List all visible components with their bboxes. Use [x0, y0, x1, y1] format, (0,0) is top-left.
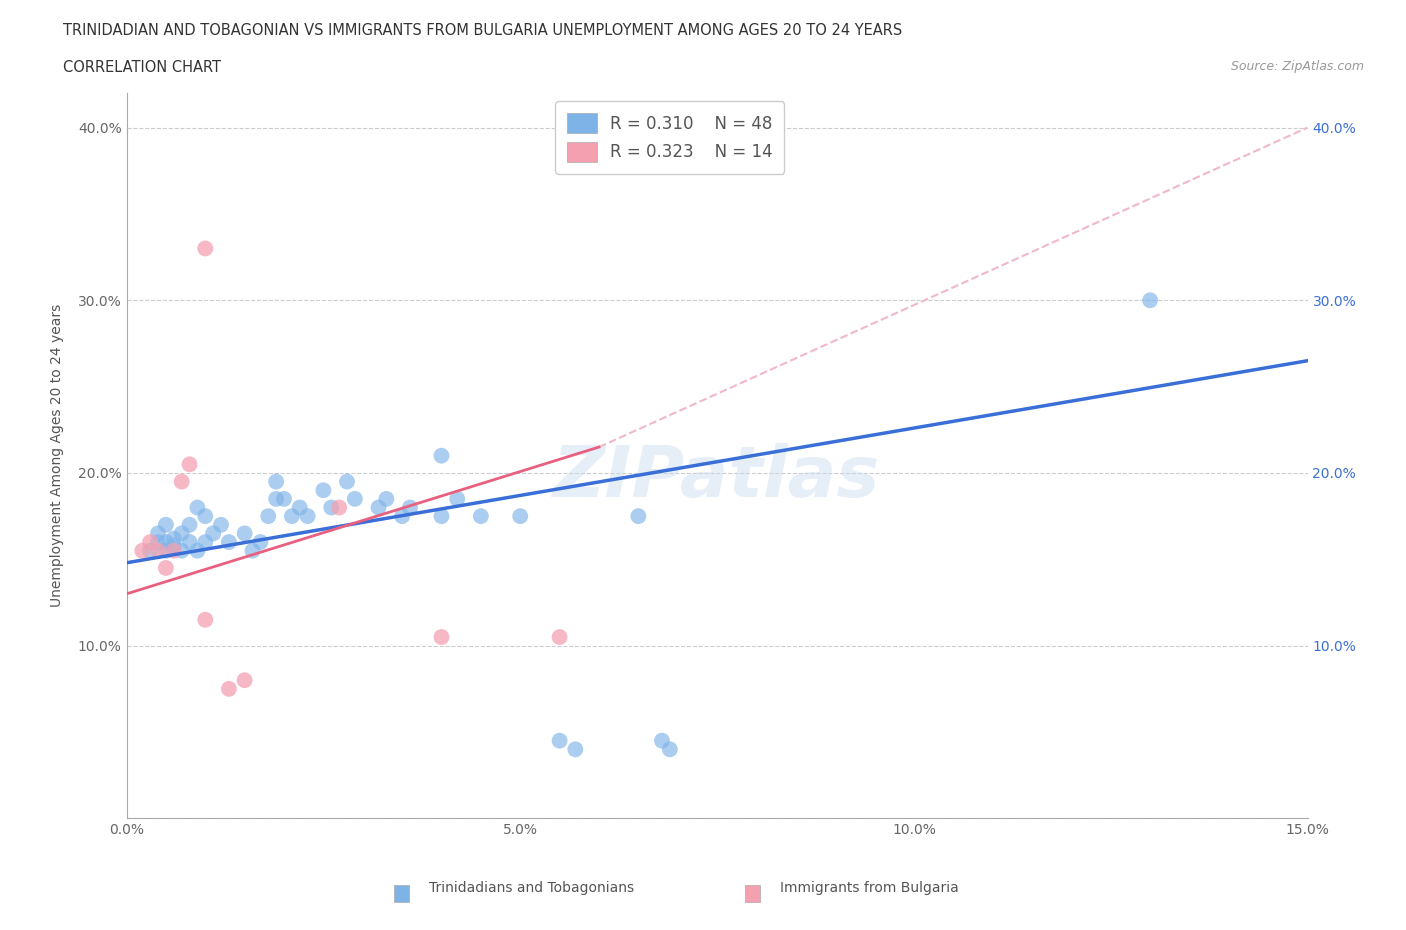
Point [627, 509, 650, 524]
Point [179, 535, 201, 550]
Point [312, 483, 335, 498]
Point [1139, 293, 1161, 308]
Point [139, 543, 162, 558]
Point [155, 517, 177, 532]
Point [170, 474, 193, 489]
Point [336, 474, 359, 489]
Point [202, 526, 225, 541]
Point [651, 733, 673, 748]
Point [194, 535, 217, 550]
Point [375, 491, 398, 506]
Point [186, 543, 208, 558]
Point [281, 509, 304, 524]
Point [163, 531, 186, 546]
Point [155, 543, 177, 558]
Point [658, 742, 681, 757]
Point [297, 509, 319, 524]
Point [179, 457, 201, 472]
Point [257, 509, 280, 524]
Point [194, 612, 217, 627]
Text: Trinidadians and Tobagonians: Trinidadians and Tobagonians [429, 881, 634, 896]
Point [264, 491, 287, 506]
Legend: R = 0.310    N = 48, R = 0.323    N = 14: R = 0.310 N = 48, R = 0.323 N = 14 [555, 101, 785, 174]
Point [194, 509, 217, 524]
Point [233, 526, 256, 541]
Point [446, 491, 468, 506]
Point [509, 509, 531, 524]
Point [146, 526, 169, 541]
Point [249, 535, 271, 550]
Point [430, 630, 453, 644]
Point [321, 500, 343, 515]
Point [548, 733, 571, 748]
Text: CORRELATION CHART: CORRELATION CHART [63, 60, 221, 75]
Point [367, 500, 389, 515]
Text: TRINIDADIAN AND TOBAGONIAN VS IMMIGRANTS FROM BULGARIA UNEMPLOYMENT AMONG AGES 2: TRINIDADIAN AND TOBAGONIAN VS IMMIGRANTS… [63, 23, 903, 38]
Point [155, 535, 177, 550]
Point [399, 500, 422, 515]
Point [179, 517, 201, 532]
Point [430, 509, 453, 524]
Point [139, 535, 162, 550]
Text: Source: ZipAtlas.com: Source: ZipAtlas.com [1230, 60, 1364, 73]
Point [186, 500, 208, 515]
Point [163, 538, 186, 553]
Point [170, 543, 193, 558]
Point [194, 241, 217, 256]
Point [430, 448, 453, 463]
Point [391, 509, 413, 524]
Point [264, 474, 287, 489]
Point [564, 742, 586, 757]
Point [343, 491, 366, 506]
Point [218, 682, 240, 697]
Point [209, 517, 232, 532]
Text: Immigrants from Bulgaria: Immigrants from Bulgaria [780, 881, 959, 896]
Point [233, 672, 256, 687]
Point [146, 535, 169, 550]
Point [131, 543, 153, 558]
Text: ZIPatlas: ZIPatlas [554, 443, 880, 512]
Y-axis label: Unemployment Among Ages 20 to 24 years: Unemployment Among Ages 20 to 24 years [51, 304, 63, 607]
Point [155, 561, 177, 576]
Point [163, 543, 186, 558]
Point [470, 509, 492, 524]
Point [242, 543, 264, 558]
Point [328, 500, 350, 515]
Point [288, 500, 311, 515]
Point [218, 535, 240, 550]
Point [170, 526, 193, 541]
Point [273, 491, 295, 506]
Point [548, 630, 571, 644]
Point [146, 543, 169, 558]
